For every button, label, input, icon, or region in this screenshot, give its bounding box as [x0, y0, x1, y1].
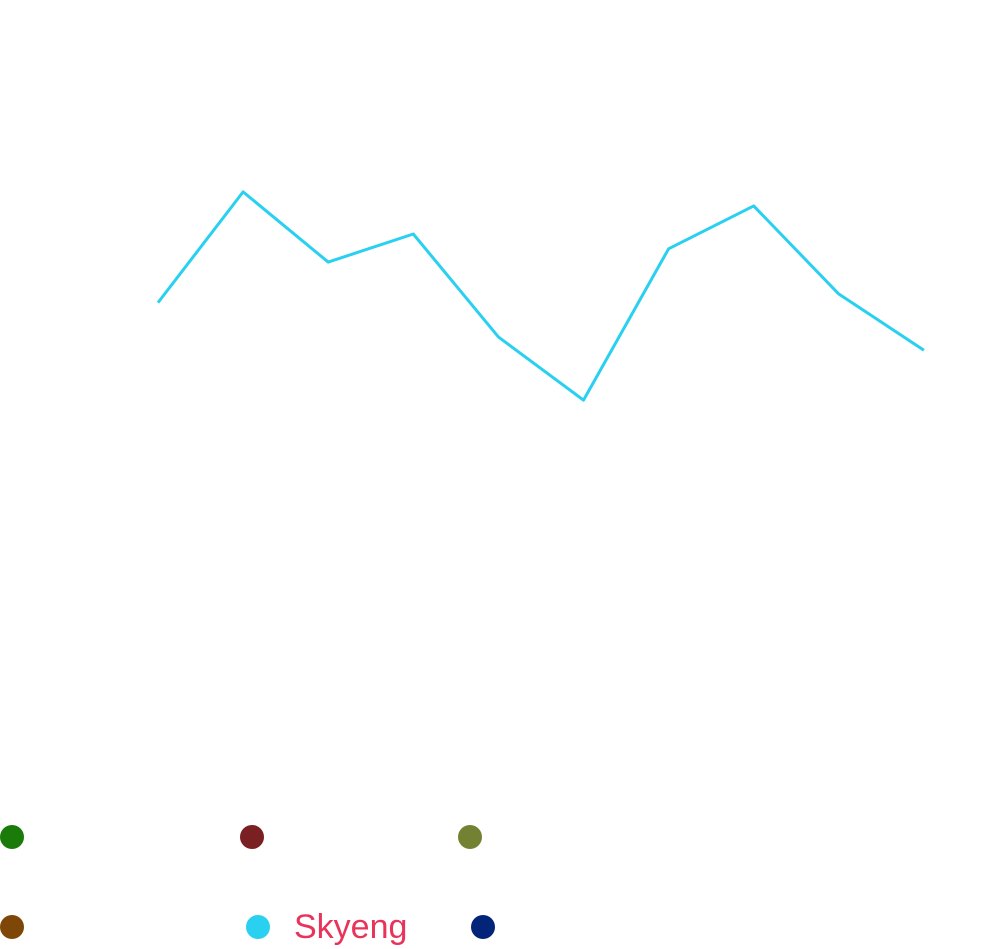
- legend-marker: [0, 825, 24, 849]
- legend-marker: [0, 915, 24, 939]
- legend-marker: [246, 915, 270, 939]
- legend-marker: [471, 915, 495, 939]
- series-line: [156, 190, 925, 402]
- legend-marker: [458, 825, 482, 849]
- legend-label: Skyeng: [294, 908, 407, 946]
- legend-marker: [240, 825, 264, 849]
